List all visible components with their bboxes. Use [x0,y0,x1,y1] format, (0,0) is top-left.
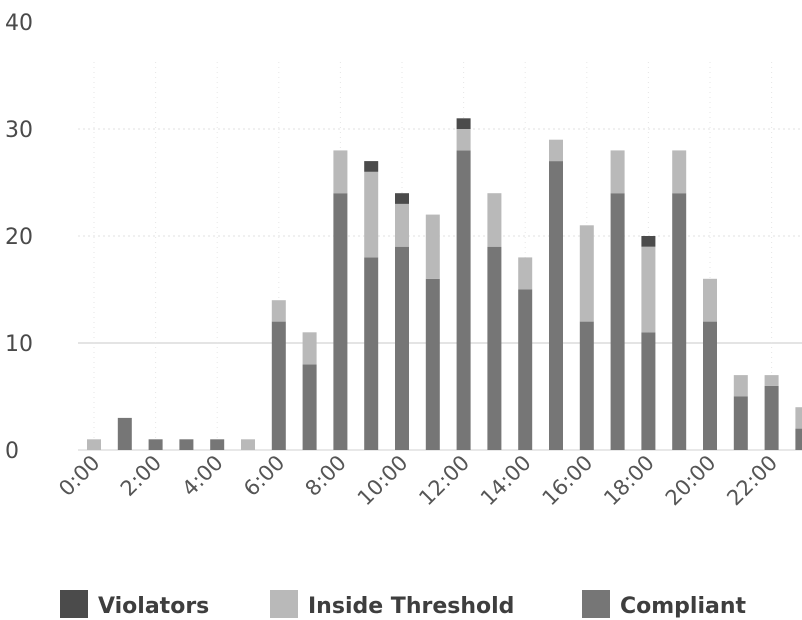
y-tick-label-20: 20 [5,225,33,250]
legend: Violators Inside Threshold Compliant [60,590,747,619]
bar-inside-threshold-5:00 [241,439,255,450]
bar-inside-threshold-13:00 [487,193,502,247]
x-tick-label-20:00: 20:00 [661,451,721,511]
x-axis-tick-labels: 0:00 2:00 4:00 6:00 8:00 10:00 12:00 14:00 16:00… [54,451,782,511]
legend-swatch [582,590,610,618]
bar-compliant-6:00 [271,321,286,450]
bar-violators-10:00 [395,193,409,204]
bar-inside-threshold-22:00 [764,375,779,386]
grid-lines [78,62,802,451]
bar-inside-threshold-0:00 [87,439,101,450]
bar-compliant-11:00 [425,278,440,450]
y-axis-tick-labels: 0 10 20 30 40 [5,11,33,464]
bar-compliant-20:00 [703,321,717,450]
bar-compliant-17:00 [610,193,625,450]
bar-inside-threshold-20:00 [703,278,717,322]
bar-inside-threshold-12:00 [456,129,471,151]
bar-compliant-1:00 [117,417,132,450]
x-tick-label-12:00: 12:00 [414,451,474,511]
bar-violators-18:00 [641,236,656,247]
bar-inside-threshold-9:00 [364,171,379,258]
bar-compliant-3:00 [179,439,194,450]
x-tick-label-16:00: 16:00 [538,451,598,511]
bar-inside-threshold-16:00 [579,225,594,322]
x-tick-label-2:00: 2:00 [116,451,166,501]
bar-compliant-4:00 [210,439,225,450]
bar-inside-threshold-14:00 [518,257,533,290]
legend-item-compliant[interactable]: Compliant [582,590,747,619]
bar-inside-threshold-7:00 [302,332,317,365]
bar-compliant-14:00 [518,289,533,450]
legend-swatch [60,590,88,618]
bar-compliant-16:00 [579,321,594,450]
x-tick-label-18:00: 18:00 [599,451,659,511]
bar-compliant-9:00 [364,257,379,450]
x-tick-label-14:00: 14:00 [476,451,536,511]
legend-item-violators[interactable]: Violators [60,590,209,619]
x-tick-label-10:00: 10:00 [353,451,413,511]
bar-compliant-18:00 [641,332,656,450]
y-tick-label-40: 40 [5,11,33,36]
bar-compliant-13:00 [487,246,502,450]
bar-inside-threshold-19:00 [672,150,687,194]
y-tick-label-0: 0 [5,439,19,464]
bar-inside-threshold-18:00 [641,246,656,333]
bar-compliant-23:00 [795,428,802,450]
bar-compliant-10:00 [395,246,409,450]
bar-violators-9:00 [364,161,379,172]
legend-label: Compliant [620,594,747,619]
bar-compliant-19:00 [672,193,687,450]
bar-inside-threshold-17:00 [610,150,625,194]
bar-inside-threshold-21:00 [733,375,748,397]
x-tick-label-4:00: 4:00 [177,451,227,501]
y-tick-label-10: 10 [5,332,33,357]
bar-inside-threshold-6:00 [271,300,286,322]
x-tick-label-6:00: 6:00 [239,451,289,501]
x-tick-label-0:00: 0:00 [54,451,104,501]
bar-compliant-22:00 [764,385,779,450]
legend-label: Inside Threshold [308,594,514,619]
bar-inside-threshold-8:00 [333,150,348,194]
bar-violators-12:00 [456,118,471,129]
bar-inside-threshold-10:00 [395,203,409,247]
legend-item-inside-threshold[interactable]: Inside Threshold [270,590,514,619]
legend-swatch [270,590,298,618]
bar-compliant-8:00 [333,193,348,450]
x-tick-label-8:00: 8:00 [301,451,351,501]
bar-compliant-21:00 [733,396,748,450]
bar-compliant-15:00 [549,161,563,450]
bar-compliant-7:00 [302,364,317,450]
bar-inside-threshold-15:00 [549,139,563,162]
legend-label: Violators [98,594,209,619]
bar-compliant-12:00 [456,150,471,450]
x-tick-label-22:00: 22:00 [722,451,782,511]
bars [87,118,802,450]
bar-inside-threshold-11:00 [425,214,440,279]
bar-compliant-2:00 [148,439,163,450]
bar-inside-threshold-23:00 [795,407,802,429]
y-tick-label-30: 30 [5,118,33,143]
